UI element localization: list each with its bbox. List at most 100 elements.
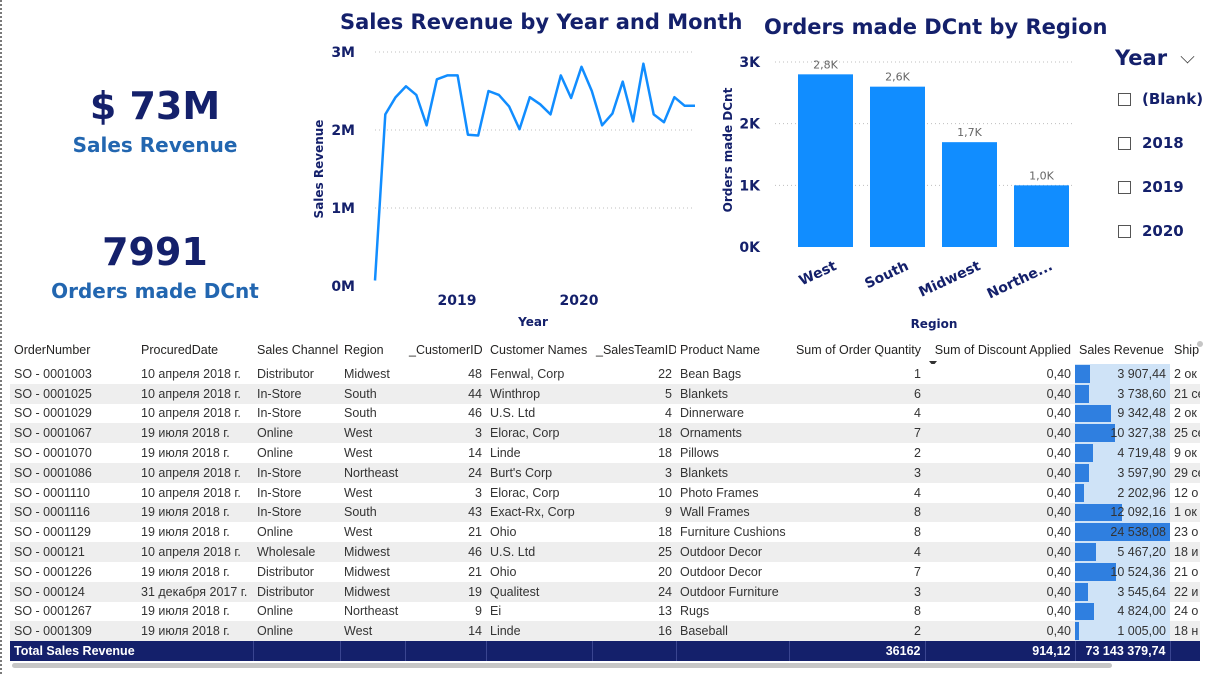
slicer-option[interactable]: (Blank) bbox=[1118, 89, 1203, 109]
checkbox-icon[interactable] bbox=[1118, 92, 1131, 106]
table-cell: 19 июля 2018 г. bbox=[137, 621, 253, 642]
y-tick-label: 2M bbox=[331, 123, 355, 139]
slicer-option-label: (Blank) bbox=[1142, 90, 1204, 108]
cell-value: 24 538,08 bbox=[1110, 525, 1166, 540]
table-cell: 0,40 bbox=[925, 383, 1075, 404]
column-header[interactable]: Product Name bbox=[680, 343, 760, 357]
data-bar bbox=[1075, 384, 1090, 403]
table-cell: Online bbox=[253, 621, 340, 642]
horizontal-scrollbar[interactable] bbox=[12, 663, 1112, 668]
column-header-sorted[interactable]: Sum of Discount Applied bbox=[925, 336, 1075, 364]
sales-revenue-cell: 10 524,36 bbox=[1075, 561, 1170, 582]
table-cell: 9 ок bbox=[1174, 446, 1197, 461]
series-line[interactable] bbox=[373, 62, 695, 281]
column-header[interactable]: Ship bbox=[1174, 343, 1200, 357]
sales-revenue-cell: 9 342,48 bbox=[1075, 403, 1170, 424]
sales-revenue-cell: 5 467,20 bbox=[1075, 542, 1170, 562]
table-row[interactable]: SO - 000121 10 апреля 2018 г. Wholesale Mid… bbox=[10, 542, 1200, 562]
table-cell: 18 bbox=[658, 446, 672, 461]
table-row[interactable]: SO - 000124 31 декабря 2017 г. Distributor… bbox=[10, 581, 1200, 602]
table-cell: West bbox=[344, 485, 373, 500]
table-row[interactable]: SO - 0001129 19 июля 2018 г. Online West 21 O… bbox=[10, 522, 1200, 543]
vertical-scrollbar[interactable] bbox=[1197, 341, 1203, 347]
column-header[interactable]: _CustomerID bbox=[409, 343, 483, 357]
sort-descending-icon[interactable] bbox=[929, 361, 937, 364]
table-cell: In-Store bbox=[253, 502, 340, 523]
y-axis-title: Sales Revenue bbox=[312, 120, 326, 219]
column-header[interactable]: Customer Names bbox=[490, 343, 588, 357]
table-cell: South bbox=[340, 502, 405, 523]
sales-revenue-cell: 4 824,00 bbox=[1075, 601, 1170, 622]
column-header[interactable]: Sum of Order Quantity bbox=[795, 343, 921, 357]
sales-revenue-card[interactable]: $ 73M Sales Revenue bbox=[60, 84, 250, 158]
table-row[interactable]: SO - 0001067 19 июля 2018 г. Online West 3 El… bbox=[10, 423, 1200, 444]
table-cell: 10 bbox=[658, 485, 672, 500]
column-header[interactable]: Sales Channel bbox=[257, 343, 339, 357]
table-row[interactable]: SO - 0001029 10 апреля 2018 г. In-Store Sou… bbox=[10, 403, 1200, 424]
table-cell: 3 bbox=[789, 581, 925, 602]
table-cell: 19 июля 2018 г. bbox=[141, 564, 230, 579]
table-cell: Linde bbox=[490, 446, 521, 461]
table-row[interactable]: SO - 0001226 19 июля 2018 г. Distributor Mi… bbox=[10, 561, 1200, 582]
table-cell: 0,40 bbox=[925, 423, 1075, 444]
table-cell: SO - 0001116 bbox=[10, 502, 137, 523]
slicer-option[interactable]: 2018 bbox=[1118, 133, 1184, 153]
table-cell: Online bbox=[257, 446, 294, 461]
table-cell: Dinnerware bbox=[680, 406, 744, 421]
table-row[interactable]: SO - 0001267 19 июля 2018 г. Online Northea… bbox=[10, 601, 1200, 622]
total-discount: 914,12 bbox=[925, 641, 1076, 662]
slicer-option[interactable]: 2019 bbox=[1118, 177, 1184, 197]
year-slicer[interactable]: Year (Blank) 2018 2019 2020 bbox=[1115, 46, 1212, 240]
table-body: SO - 0001003 10 апреля 2018 г. Distributor… bbox=[10, 364, 1200, 642]
table-cell: 7 bbox=[789, 423, 925, 444]
chevron-down-icon[interactable] bbox=[1180, 49, 1195, 64]
checkbox-icon[interactable] bbox=[1118, 136, 1131, 150]
table-row[interactable]: SO - 0001025 10 апреля 2018 г. In-Store Sou… bbox=[10, 383, 1200, 404]
table-cell: 7 bbox=[914, 564, 921, 579]
table-cell: SO - 0001086 bbox=[10, 462, 137, 483]
data-label: 1,0K bbox=[1029, 169, 1054, 182]
table-row[interactable]: SO - 0001070 19 июля 2018 г. Online West 14 L… bbox=[10, 443, 1200, 463]
checkbox-icon[interactable] bbox=[1118, 180, 1131, 194]
column-header[interactable]: _SalesTeamID bbox=[596, 343, 676, 357]
cell-value: 3 545,64 bbox=[1117, 584, 1166, 599]
column-header[interactable]: Sales Revenue bbox=[1079, 343, 1164, 357]
slicer-option-label: 2019 bbox=[1142, 178, 1184, 196]
table-cell: West bbox=[344, 525, 373, 540]
orders-count-card[interactable]: 7991 Orders made DCnt bbox=[40, 230, 270, 304]
y-tick-label: 3M bbox=[331, 45, 355, 61]
table-row[interactable]: SO - 0001116 19 июля 2018 г. In-Store South… bbox=[10, 502, 1200, 523]
table-row[interactable]: SO - 0001003 10 апреля 2018 г. Distributor… bbox=[10, 364, 1200, 384]
bar[interactable] bbox=[942, 142, 997, 247]
total-quantity: 36162 bbox=[789, 641, 926, 662]
column-header[interactable]: ProcuredDate bbox=[141, 343, 219, 357]
x-axis-title: Region bbox=[911, 317, 958, 331]
table-cell: South bbox=[340, 383, 405, 404]
bar-chart[interactable]: 0K 1K 2K 3K 2,8K West 2,6K South 1,7K Midwest 1,0K… bbox=[715, 45, 1075, 340]
orders-table[interactable]: OrderNumber ProcuredDate Sales Channel R… bbox=[10, 336, 1200, 662]
table-cell: South bbox=[344, 406, 377, 421]
table-cell: 12 о bbox=[1174, 485, 1199, 500]
y-tick-label: 2K bbox=[739, 117, 761, 133]
column-header[interactable]: Region bbox=[344, 343, 384, 357]
table-cell: In-Store bbox=[257, 406, 302, 421]
line-chart[interactable]: 0M 1M 2M 3M 2019 2020 Year Sales Revenue bbox=[300, 38, 710, 333]
table-cell: 0,40 bbox=[1046, 406, 1071, 421]
slicer-option[interactable]: 2020 bbox=[1118, 221, 1184, 241]
table-cell: Furniture Cushions bbox=[680, 525, 786, 540]
bar[interactable] bbox=[870, 86, 925, 247]
table-cell: Wholesale bbox=[253, 542, 340, 562]
column-header[interactable]: OrderNumber bbox=[14, 343, 91, 357]
table-cell: 10 апреля 2018 г. bbox=[137, 462, 253, 483]
checkbox-icon[interactable] bbox=[1118, 224, 1131, 238]
table-row[interactable]: SO - 0001086 10 апреля 2018 г. In-Store Nor… bbox=[10, 462, 1200, 483]
table-cell: Midwest bbox=[340, 542, 405, 562]
table-cell: SO - 000124 bbox=[10, 581, 137, 602]
table-row[interactable]: SO - 0001309 19 июля 2018 г. Online West 14 L… bbox=[10, 621, 1200, 642]
bar[interactable] bbox=[1014, 185, 1069, 247]
table-row[interactable]: SO - 0001110 10 апреля 2018 г. In-Store Wes… bbox=[10, 482, 1200, 503]
table-cell: 21 bbox=[468, 525, 482, 540]
bar[interactable] bbox=[798, 74, 853, 247]
table-cell: Winthrop bbox=[486, 383, 592, 404]
table-cell: Outdoor Decor bbox=[680, 564, 762, 579]
